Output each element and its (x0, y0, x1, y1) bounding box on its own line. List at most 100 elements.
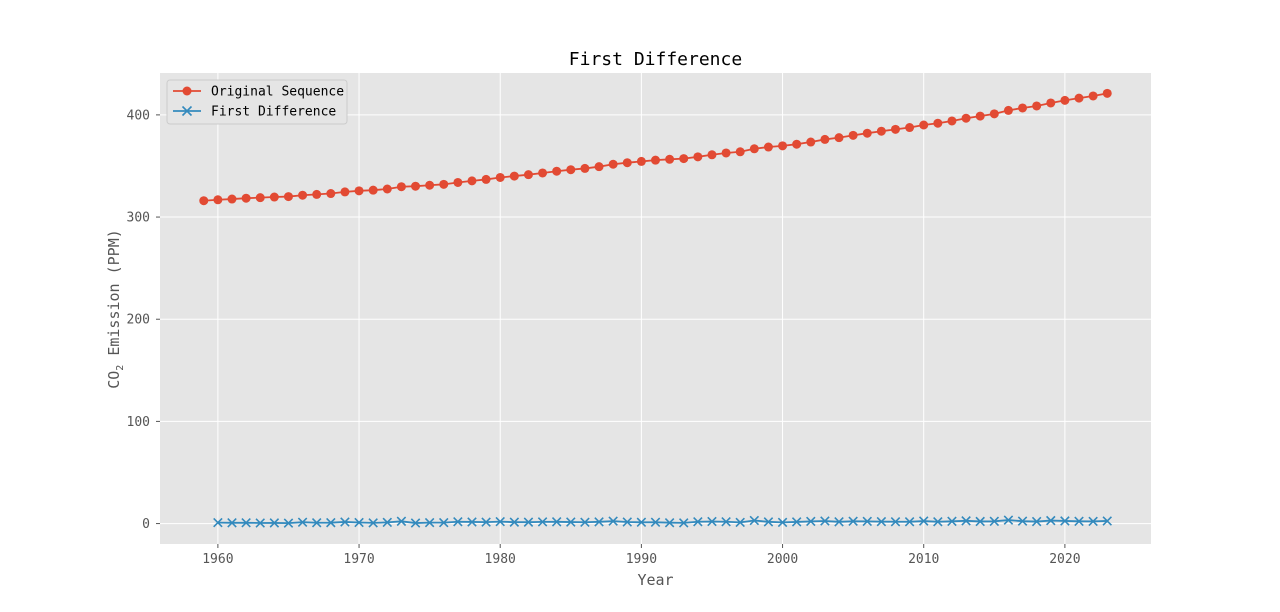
data-point (283, 518, 294, 528)
series-line (217, 519, 1108, 525)
y-axis-label-prefix: CO (105, 371, 123, 389)
data-point (255, 518, 265, 528)
data-point (735, 517, 745, 528)
data-point (580, 163, 590, 173)
x-tick-label: 2020 (1049, 552, 1080, 567)
y-tick-label: 100 (127, 415, 150, 430)
legend-label-difference: First Difference (211, 105, 336, 120)
data-point (933, 517, 943, 527)
data-point (213, 195, 223, 205)
data-point (749, 144, 759, 154)
data-point (848, 130, 858, 140)
series-layer (199, 88, 1113, 528)
data-point (283, 192, 293, 202)
legend-marker-original (182, 86, 192, 96)
data-point (622, 517, 633, 527)
x-tick-label: 1970 (343, 552, 374, 567)
x-axis-label: Year (637, 571, 673, 589)
data-point (650, 517, 661, 528)
data-point (735, 147, 745, 157)
data-point (1003, 105, 1013, 115)
data-point (453, 177, 463, 187)
data-point (806, 137, 816, 147)
data-point (538, 168, 548, 178)
data-point (439, 179, 449, 189)
data-point (947, 116, 957, 126)
x-tick-label: 1990 (626, 552, 657, 567)
data-point (693, 517, 703, 527)
data-point (651, 155, 660, 165)
data-point (876, 516, 887, 527)
data-point (241, 193, 251, 203)
data-point (1074, 516, 1084, 527)
data-point (665, 154, 675, 164)
data-point (326, 517, 336, 528)
data-point (566, 517, 576, 527)
data-point (777, 517, 788, 528)
data-point (509, 517, 520, 527)
data-point (890, 516, 901, 527)
data-point (241, 517, 251, 528)
data-point (368, 185, 378, 195)
data-point (1060, 516, 1070, 526)
data-point (213, 517, 223, 528)
series-first-difference (213, 515, 1113, 528)
data-point (1088, 91, 1098, 101)
legend-box (166, 79, 348, 125)
data-point (947, 516, 957, 527)
data-point (425, 180, 435, 190)
legend-marker-difference (181, 105, 193, 117)
data-point (1003, 515, 1014, 525)
data-point (255, 193, 265, 203)
data-point (834, 517, 844, 527)
y-tick-label: 300 (127, 211, 150, 226)
data-point (382, 184, 392, 194)
data-point (763, 142, 773, 152)
data-point (467, 176, 477, 186)
data-point (269, 518, 280, 528)
data-point (523, 517, 534, 527)
data-point (820, 134, 830, 144)
data-point (1074, 93, 1084, 103)
data-point (382, 517, 393, 528)
data-point (848, 516, 858, 527)
data-point (312, 189, 322, 199)
data-point (1046, 98, 1056, 108)
data-point (396, 516, 407, 527)
data-point (1046, 515, 1056, 526)
data-point (707, 516, 717, 527)
data-point (989, 109, 999, 119)
data-point (495, 516, 505, 527)
chart-title: First Difference (569, 49, 742, 70)
data-point (566, 165, 576, 175)
data-point (354, 186, 364, 196)
data-point (340, 517, 350, 527)
data-point (876, 126, 886, 136)
data-point (424, 517, 435, 528)
x-tick-label: 1980 (485, 552, 516, 567)
data-point (326, 189, 336, 199)
data-point (1032, 101, 1042, 111)
y-axis-label-subscript: 2 (115, 365, 126, 371)
data-point (368, 518, 378, 528)
data-point (933, 118, 943, 128)
data-point (820, 516, 830, 526)
data-point (778, 141, 788, 151)
data-point (636, 156, 646, 166)
data-point (453, 516, 463, 527)
data-point (961, 113, 971, 123)
data-point (537, 517, 548, 527)
data-point (298, 190, 308, 200)
data-point (396, 182, 406, 192)
data-point (1017, 516, 1028, 526)
data-point (721, 516, 731, 527)
x-tick-label: 2010 (908, 552, 939, 567)
data-point (580, 517, 590, 528)
data-point (1088, 516, 1098, 527)
data-point (608, 516, 618, 526)
y-axis-label: CO2 Emission (PPM) (105, 229, 126, 389)
data-point (269, 192, 279, 202)
data-point (1031, 516, 1042, 527)
data-point (792, 139, 802, 149)
